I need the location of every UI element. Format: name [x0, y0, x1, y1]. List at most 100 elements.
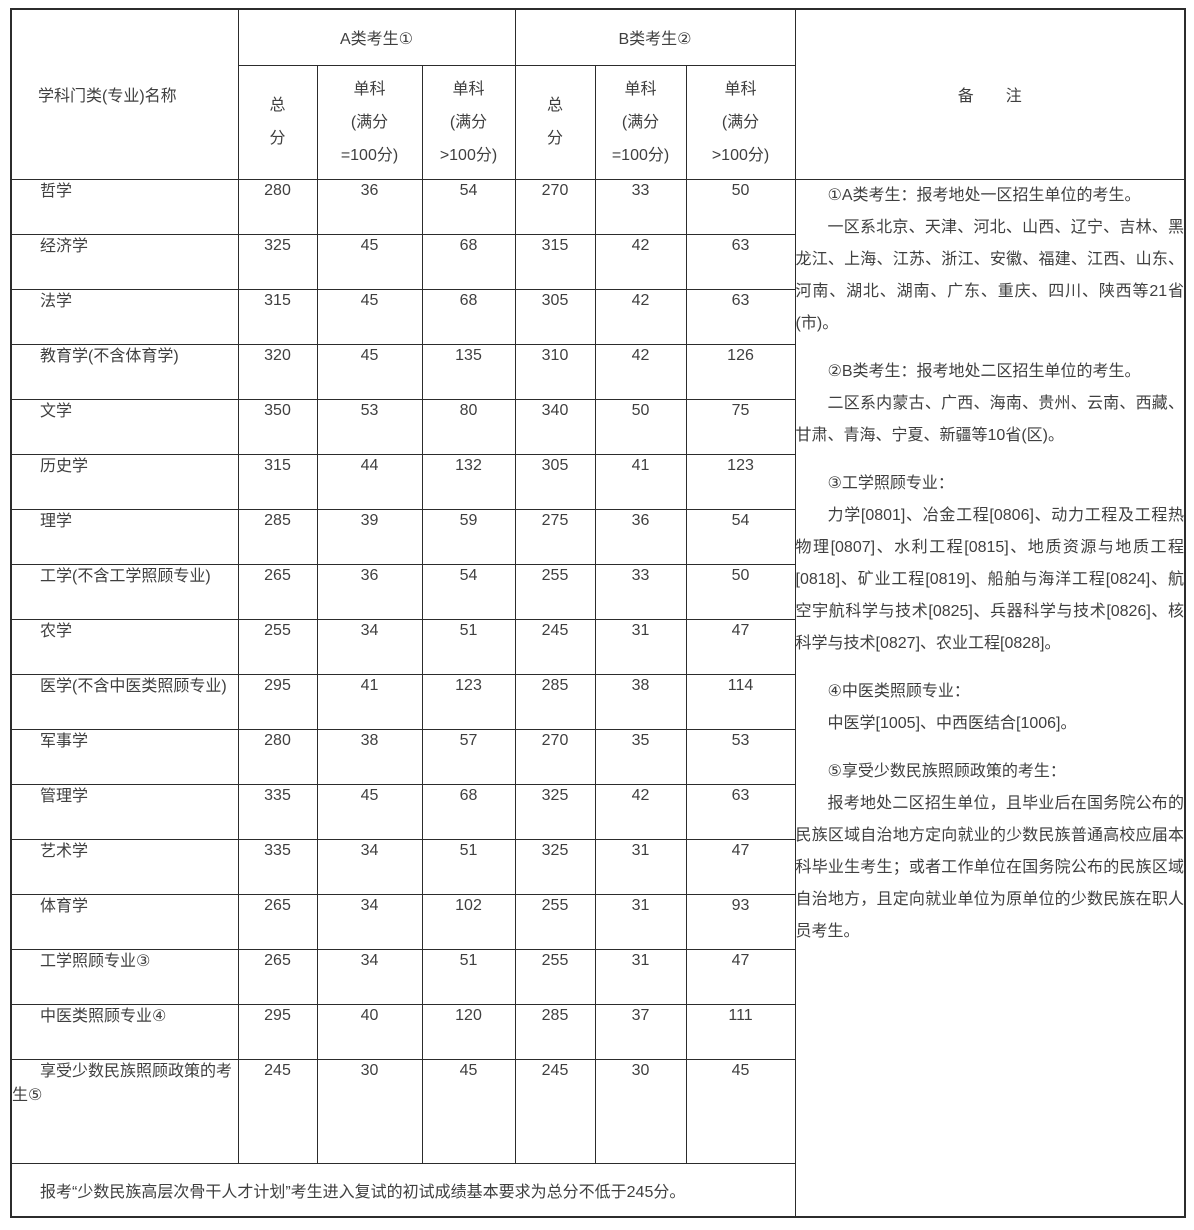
score-cell: 31 [594, 618, 687, 675]
footer-row: 报考“少数民族高层次骨干人才计划”考生进入复试的初试成绩基本要求为总分不低于24… [10, 1162, 1185, 1218]
score-cell: 80 [421, 398, 516, 455]
score-cell: 63 [685, 783, 796, 840]
score-cell: 38 [594, 673, 687, 730]
score-cell: 41 [594, 453, 687, 510]
score-cell: 36 [594, 508, 687, 565]
table-row: 享受少数民族照顾政策的考生⑤ 245 30 45 245 30 45 [10, 1058, 1185, 1164]
score-cell: 45 [316, 343, 423, 400]
table-row: 历史学 315 44 132 305 41 123 [10, 453, 1185, 510]
score-cell: 63 [685, 233, 796, 290]
score-cell: 310 [514, 343, 596, 400]
score-cell: 31 [594, 948, 687, 1005]
score-cell: 59 [421, 508, 516, 565]
score-cell: 265 [237, 893, 318, 950]
score-cell: 275 [514, 508, 596, 565]
header-group-b: B类考生② [514, 8, 796, 66]
header-a-total-score: 总 分 [237, 64, 318, 180]
score-cell: 45 [316, 783, 423, 840]
subject-name-cell: 工学(不含工学照顾专业) [10, 563, 239, 620]
score-cell: 93 [685, 893, 796, 950]
score-cell: 335 [237, 838, 318, 895]
header-group-a: A类考生① [237, 8, 516, 66]
score-cell: 33 [594, 563, 687, 620]
table-row: 农学 255 34 51 245 31 47 [10, 618, 1185, 675]
score-cell: 245 [237, 1058, 318, 1164]
score-cell: 57 [421, 728, 516, 785]
score-cell: 102 [421, 893, 516, 950]
score-cell: 285 [514, 673, 596, 730]
score-cell: 47 [685, 838, 796, 895]
score-cell: 305 [514, 288, 596, 345]
remark-paragraph: ①A类考生：报考地处一区招生单位的考生。 [827, 186, 1141, 204]
table-row: 艺术学 335 34 51 325 31 47 [10, 838, 1185, 895]
score-cell: 68 [421, 233, 516, 290]
table-row: 工学照顾专业③ 265 34 51 255 31 47 [10, 948, 1185, 1005]
score-cell: 285 [514, 1003, 596, 1060]
score-cell: 45 [316, 288, 423, 345]
score-cell: 255 [514, 563, 596, 620]
score-cell: 34 [316, 618, 423, 675]
subject-name-cell: 医学(不含中医类照顾专业) [10, 673, 239, 730]
score-cell: 36 [316, 178, 423, 235]
subject-name-cell: 军事学 [10, 728, 239, 785]
table-row: 理学 285 39 59 275 36 54 [10, 508, 1185, 565]
score-cell: 38 [316, 728, 423, 785]
header-b-single-subject-100: 单科 (满分 =100分) [594, 64, 687, 180]
score-cell: 54 [421, 178, 516, 235]
score-cell: 120 [421, 1003, 516, 1060]
table-row: 管理学 335 45 68 325 42 63 [10, 783, 1185, 840]
table-row: 医学(不含中医类照顾专业) 295 41 123 285 38 114 [10, 673, 1185, 730]
score-table: 学科门类(专业)名称 A类考生① B类考生② 备 注 总 分 单科 (满分 =1… [10, 8, 1187, 1218]
score-cell: 34 [316, 948, 423, 1005]
subject-name-cell: 艺术学 [10, 838, 239, 895]
score-cell: 255 [237, 618, 318, 675]
score-cell: 54 [421, 563, 516, 620]
subject-name-cell: 农学 [10, 618, 239, 675]
score-cell: 39 [316, 508, 423, 565]
score-cell: 34 [316, 838, 423, 895]
score-cell: 45 [685, 1058, 796, 1164]
score-cell: 41 [316, 673, 423, 730]
header-subject-column: 学科门类(专业)名称 [10, 8, 239, 180]
subject-name-cell: 体育学 [10, 893, 239, 950]
score-cell: 320 [237, 343, 318, 400]
remark-paragraph: ⑤享受少数民族照顾政策的考生： [827, 762, 1066, 780]
score-cell: 45 [421, 1058, 516, 1164]
subject-name-cell: 文学 [10, 398, 239, 455]
score-cell: 68 [421, 288, 516, 345]
score-cell: 315 [237, 288, 318, 345]
subject-name-cell: 中医类照顾专业④ [10, 1003, 239, 1060]
score-cell: 50 [685, 563, 796, 620]
score-cell: 280 [237, 728, 318, 785]
score-cell: 53 [685, 728, 796, 785]
subject-name-cell: 享受少数民族照顾政策的考生⑤ [10, 1058, 239, 1164]
score-cell: 325 [514, 838, 596, 895]
score-cell: 54 [685, 508, 796, 565]
score-cell: 33 [594, 178, 687, 235]
score-cell: 35 [594, 728, 687, 785]
subject-name-cell: 经济学 [10, 233, 239, 290]
subject-name-cell: 教育学(不含体育学) [10, 343, 239, 400]
remark-text: ①A类考生：报考地处一区招生单位的考生。 一区系北京、天津、河北、山西、辽宁、吉林… [795, 180, 1185, 1196]
score-cell: 270 [514, 178, 596, 235]
remark-paragraph: 中医学[1005]、中西医结合[1006]。 [827, 714, 1077, 732]
remark-paragraph: 报考地处二区招生单位，且毕业后在国务院公布的民族区域自治地方定向就业的少数民族普… [795, 794, 1185, 940]
header-b-total-score: 总 分 [514, 64, 596, 180]
remark-paragraph: 力学[0801]、冶金工程[0806]、动力工程及工程热物理[0807]、水利工… [795, 506, 1185, 652]
subject-name-cell: 理学 [10, 508, 239, 565]
score-cell: 265 [237, 948, 318, 1005]
score-cell: 315 [237, 453, 318, 510]
score-cell: 126 [685, 343, 796, 400]
score-cell: 42 [594, 233, 687, 290]
score-cell: 255 [514, 893, 596, 950]
remark-paragraph: ③工学照顾专业： [827, 474, 954, 492]
table-row: 军事学 280 38 57 270 35 53 [10, 728, 1185, 785]
table-row: 文学 350 53 80 340 50 75 [10, 398, 1185, 455]
score-cell: 31 [594, 893, 687, 950]
score-cell: 305 [514, 453, 596, 510]
score-cell: 245 [514, 1058, 596, 1164]
score-cell: 51 [421, 838, 516, 895]
score-cell: 255 [514, 948, 596, 1005]
score-cell: 68 [421, 783, 516, 840]
score-cell: 335 [237, 783, 318, 840]
